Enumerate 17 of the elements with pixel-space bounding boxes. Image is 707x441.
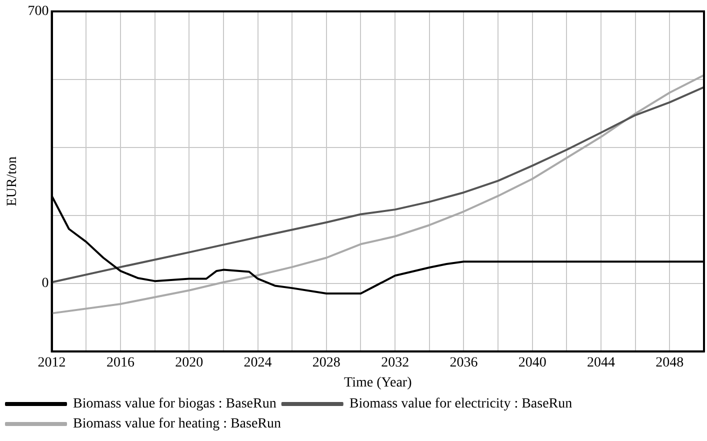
x-tick-label: 2036 — [450, 355, 478, 370]
x-axis-title: Time (Year) — [344, 375, 412, 390]
x-tick-label: 2020 — [175, 355, 204, 370]
y-tick-label: 700 — [28, 4, 49, 20]
x-tick-label: 2040 — [518, 355, 546, 370]
x-tick-label: 2044 — [587, 355, 616, 370]
legend-label: Biomass value for electricity : BaseRun — [349, 396, 572, 412]
x-tick-label: 2024 — [244, 355, 272, 370]
x-tick-label: 2016 — [106, 355, 134, 370]
x-tick-label: 2032 — [381, 355, 410, 370]
x-tick-label: 2048 — [656, 355, 684, 370]
x-tick-label: 2012 — [38, 355, 66, 370]
legend-label: Biomass value for heating : BaseRun — [73, 416, 282, 432]
y-tick-label: 0 — [42, 276, 49, 292]
y-axis-title: EUR/ton — [5, 156, 20, 206]
legend-label: Biomass value for biogas : BaseRun — [73, 396, 276, 412]
x-tick-label: 2028 — [312, 355, 340, 370]
